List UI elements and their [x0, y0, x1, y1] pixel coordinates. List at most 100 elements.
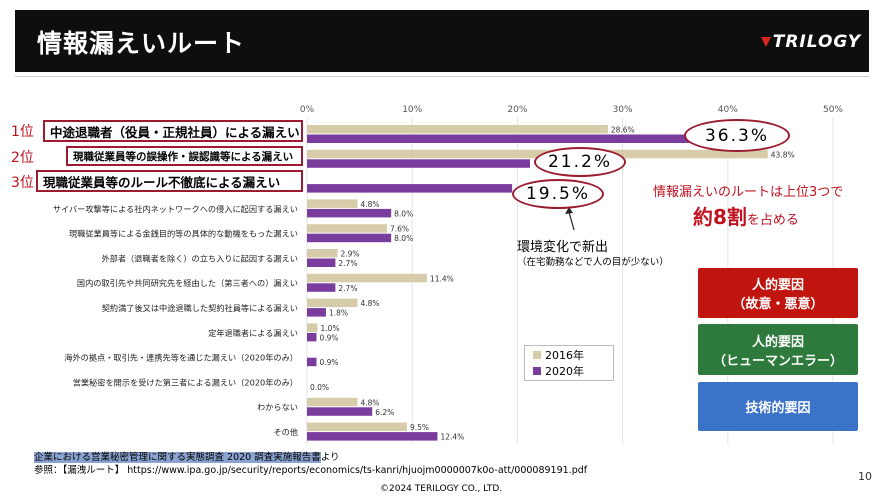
legend-swatch-2016 — [533, 351, 541, 359]
data-label: 6.2% — [375, 408, 394, 417]
legend-label-2020: 2020年 — [545, 365, 584, 378]
bar-2020 — [307, 332, 317, 342]
data-label: 1.8% — [329, 309, 348, 318]
rank-1-label: 1位 — [11, 124, 34, 140]
category-label: 現職従業員等による金銭目的等の具体的な動機をもった漏えい — [69, 229, 298, 239]
data-label: 4.8% — [360, 200, 379, 209]
rank-1-box: 中途退職者（役員・正規社員）による漏えい — [43, 120, 303, 142]
data-label: 0.0% — [310, 383, 329, 392]
summary-line-2: 約8割を占める — [693, 201, 799, 230]
bar-2020 — [307, 134, 689, 143]
legend-item-2020: 2020年 — [525, 363, 613, 379]
callout-title: 環境変化で新出 — [517, 240, 609, 255]
data-label: 4.8% — [360, 398, 379, 407]
page-number: 10 — [858, 470, 872, 483]
data-label: 28.6% — [611, 126, 635, 135]
bar-2020 — [307, 432, 438, 441]
data-label: 8.0% — [394, 234, 413, 243]
bar-2020 — [307, 283, 336, 292]
oval-rank-1: 36.3% — [684, 119, 790, 152]
x-tick-label: 10% — [402, 105, 422, 115]
bar-2020 — [307, 233, 392, 243]
legend-label-2016: 2016年 — [545, 349, 584, 362]
factor-intentional-title: 人的要因 — [751, 278, 804, 293]
source-citation: 企業における営業秘密管理に関する実態調査 2020 調査実施報告書より — [34, 449, 340, 463]
bar-2016 — [307, 224, 387, 233]
callout-arrow — [568, 211, 575, 231]
factor-human-error-title: 人的要因 — [751, 334, 804, 350]
callout-subtitle: （在宅勤務などで人の目が少ない） — [517, 257, 669, 268]
data-label: 0.9% — [319, 333, 338, 342]
data-label: 9.5% — [410, 423, 429, 432]
legend-item-2016: 2016年 — [525, 347, 613, 363]
factor-intentional: 人的要因 （故意・悪意） — [698, 268, 858, 318]
oval-rank-2: 21.2% — [534, 147, 626, 177]
factor-technical-title: 技術的要因 — [745, 401, 811, 416]
bar-2016 — [307, 149, 768, 159]
legend-swatch-2020 — [533, 367, 541, 375]
bar-2020 — [307, 184, 513, 193]
data-label: 2.7% — [338, 284, 357, 293]
data-label: 12.4% — [440, 433, 464, 442]
factor-technical: 技術的要因 — [698, 382, 858, 431]
data-label: 0.9% — [319, 358, 338, 367]
page-title: 情報漏えいルート — [37, 29, 246, 58]
chart-legend: 2016年 2020年 — [524, 345, 614, 381]
logo-mark-icon — [760, 37, 771, 47]
bar-2016 — [307, 298, 358, 308]
x-tick-label: 20% — [507, 105, 527, 115]
data-label: 7.6% — [390, 225, 409, 234]
x-tick-label: 0% — [300, 105, 315, 115]
category-label: 外部者（退職者を除く）の立ち入りに起因する漏えい — [101, 253, 298, 263]
source-suffix: より — [320, 452, 340, 463]
bar-2020 — [307, 159, 531, 168]
x-tick-label: 50% — [823, 105, 843, 115]
x-tick-label: 30% — [613, 105, 633, 115]
category-label: 定年退職者による漏えい — [208, 328, 298, 338]
summary-rest: を占める — [746, 213, 799, 228]
category-label: わからない — [257, 402, 298, 412]
logo-text: TRILOGY — [772, 32, 861, 52]
rank-2-label: 2位 — [11, 150, 34, 166]
source-title: 企業における営業秘密管理に関する実態調査 2020 調査実施報告書 — [34, 452, 321, 463]
category-label: 契約満了後又は中途退職した契約社員等による漏えい — [102, 303, 298, 313]
data-label: 1.0% — [321, 324, 340, 333]
category-label: その他 — [273, 427, 298, 437]
rank-3-label: 3位 — [11, 175, 34, 191]
category-label: 海外の拠点・取引先・連携先等を通じた漏えい（2020年のみ） — [64, 353, 298, 363]
bar-2020 — [307, 258, 336, 267]
category-label: サイバー攻撃等による社内ネットワークへの侵入に起因する漏えい — [53, 204, 298, 214]
reference-url: 参照：【漏洩ルート】 https://www.ipa.go.jp/securit… — [34, 465, 588, 476]
summary-highlight: 約8割 — [693, 205, 747, 229]
company-logo: TRILOGY — [760, 32, 861, 52]
data-label: 11.4% — [430, 274, 454, 283]
summary-line-1: 情報漏えいのルートは上位3つで — [653, 185, 844, 200]
bar-2020 — [307, 208, 392, 218]
bar-2016 — [307, 199, 358, 208]
bar-2016 — [307, 323, 318, 332]
bar-2020 — [307, 357, 317, 367]
data-label: 4.8% — [360, 299, 379, 308]
factor-human-error: 人的要因 （ヒューマンエラー） — [698, 324, 858, 375]
category-label: 営業秘密を開示を受けた第三者による漏えい（2020年のみ） — [73, 377, 298, 387]
rank-2-box: 現職従業員等の誤操作・誤認識等による漏えい — [66, 146, 303, 166]
callout-arrow-head — [565, 207, 573, 214]
header-divider — [15, 76, 869, 77]
data-label: 2.7% — [338, 259, 357, 268]
x-tick-label: 40% — [718, 105, 738, 115]
data-label: 8.0% — [394, 209, 413, 218]
bar-2016 — [307, 273, 427, 283]
data-label: 2.9% — [341, 250, 360, 259]
factor-human-error-sub: （ヒューマンエラー） — [712, 353, 843, 369]
bar-2020 — [307, 407, 373, 416]
oval-rank-3: 19.5% — [512, 179, 604, 209]
data-label: 43.8% — [771, 150, 795, 159]
rank-3-box: 現職従業員等のルール不徹底による漏えい — [36, 170, 303, 192]
bar-2016 — [307, 125, 608, 134]
category-label: 国内の取引先や共同研究先を経由した（第三者への）漏えい — [77, 278, 298, 288]
bar-2016 — [307, 397, 358, 407]
header-bar: 情報漏えいルート TRILOGY — [15, 10, 869, 72]
bar-2016 — [307, 249, 338, 258]
copyright: ©2024 TERILOGY CO., LTD. — [380, 484, 503, 494]
